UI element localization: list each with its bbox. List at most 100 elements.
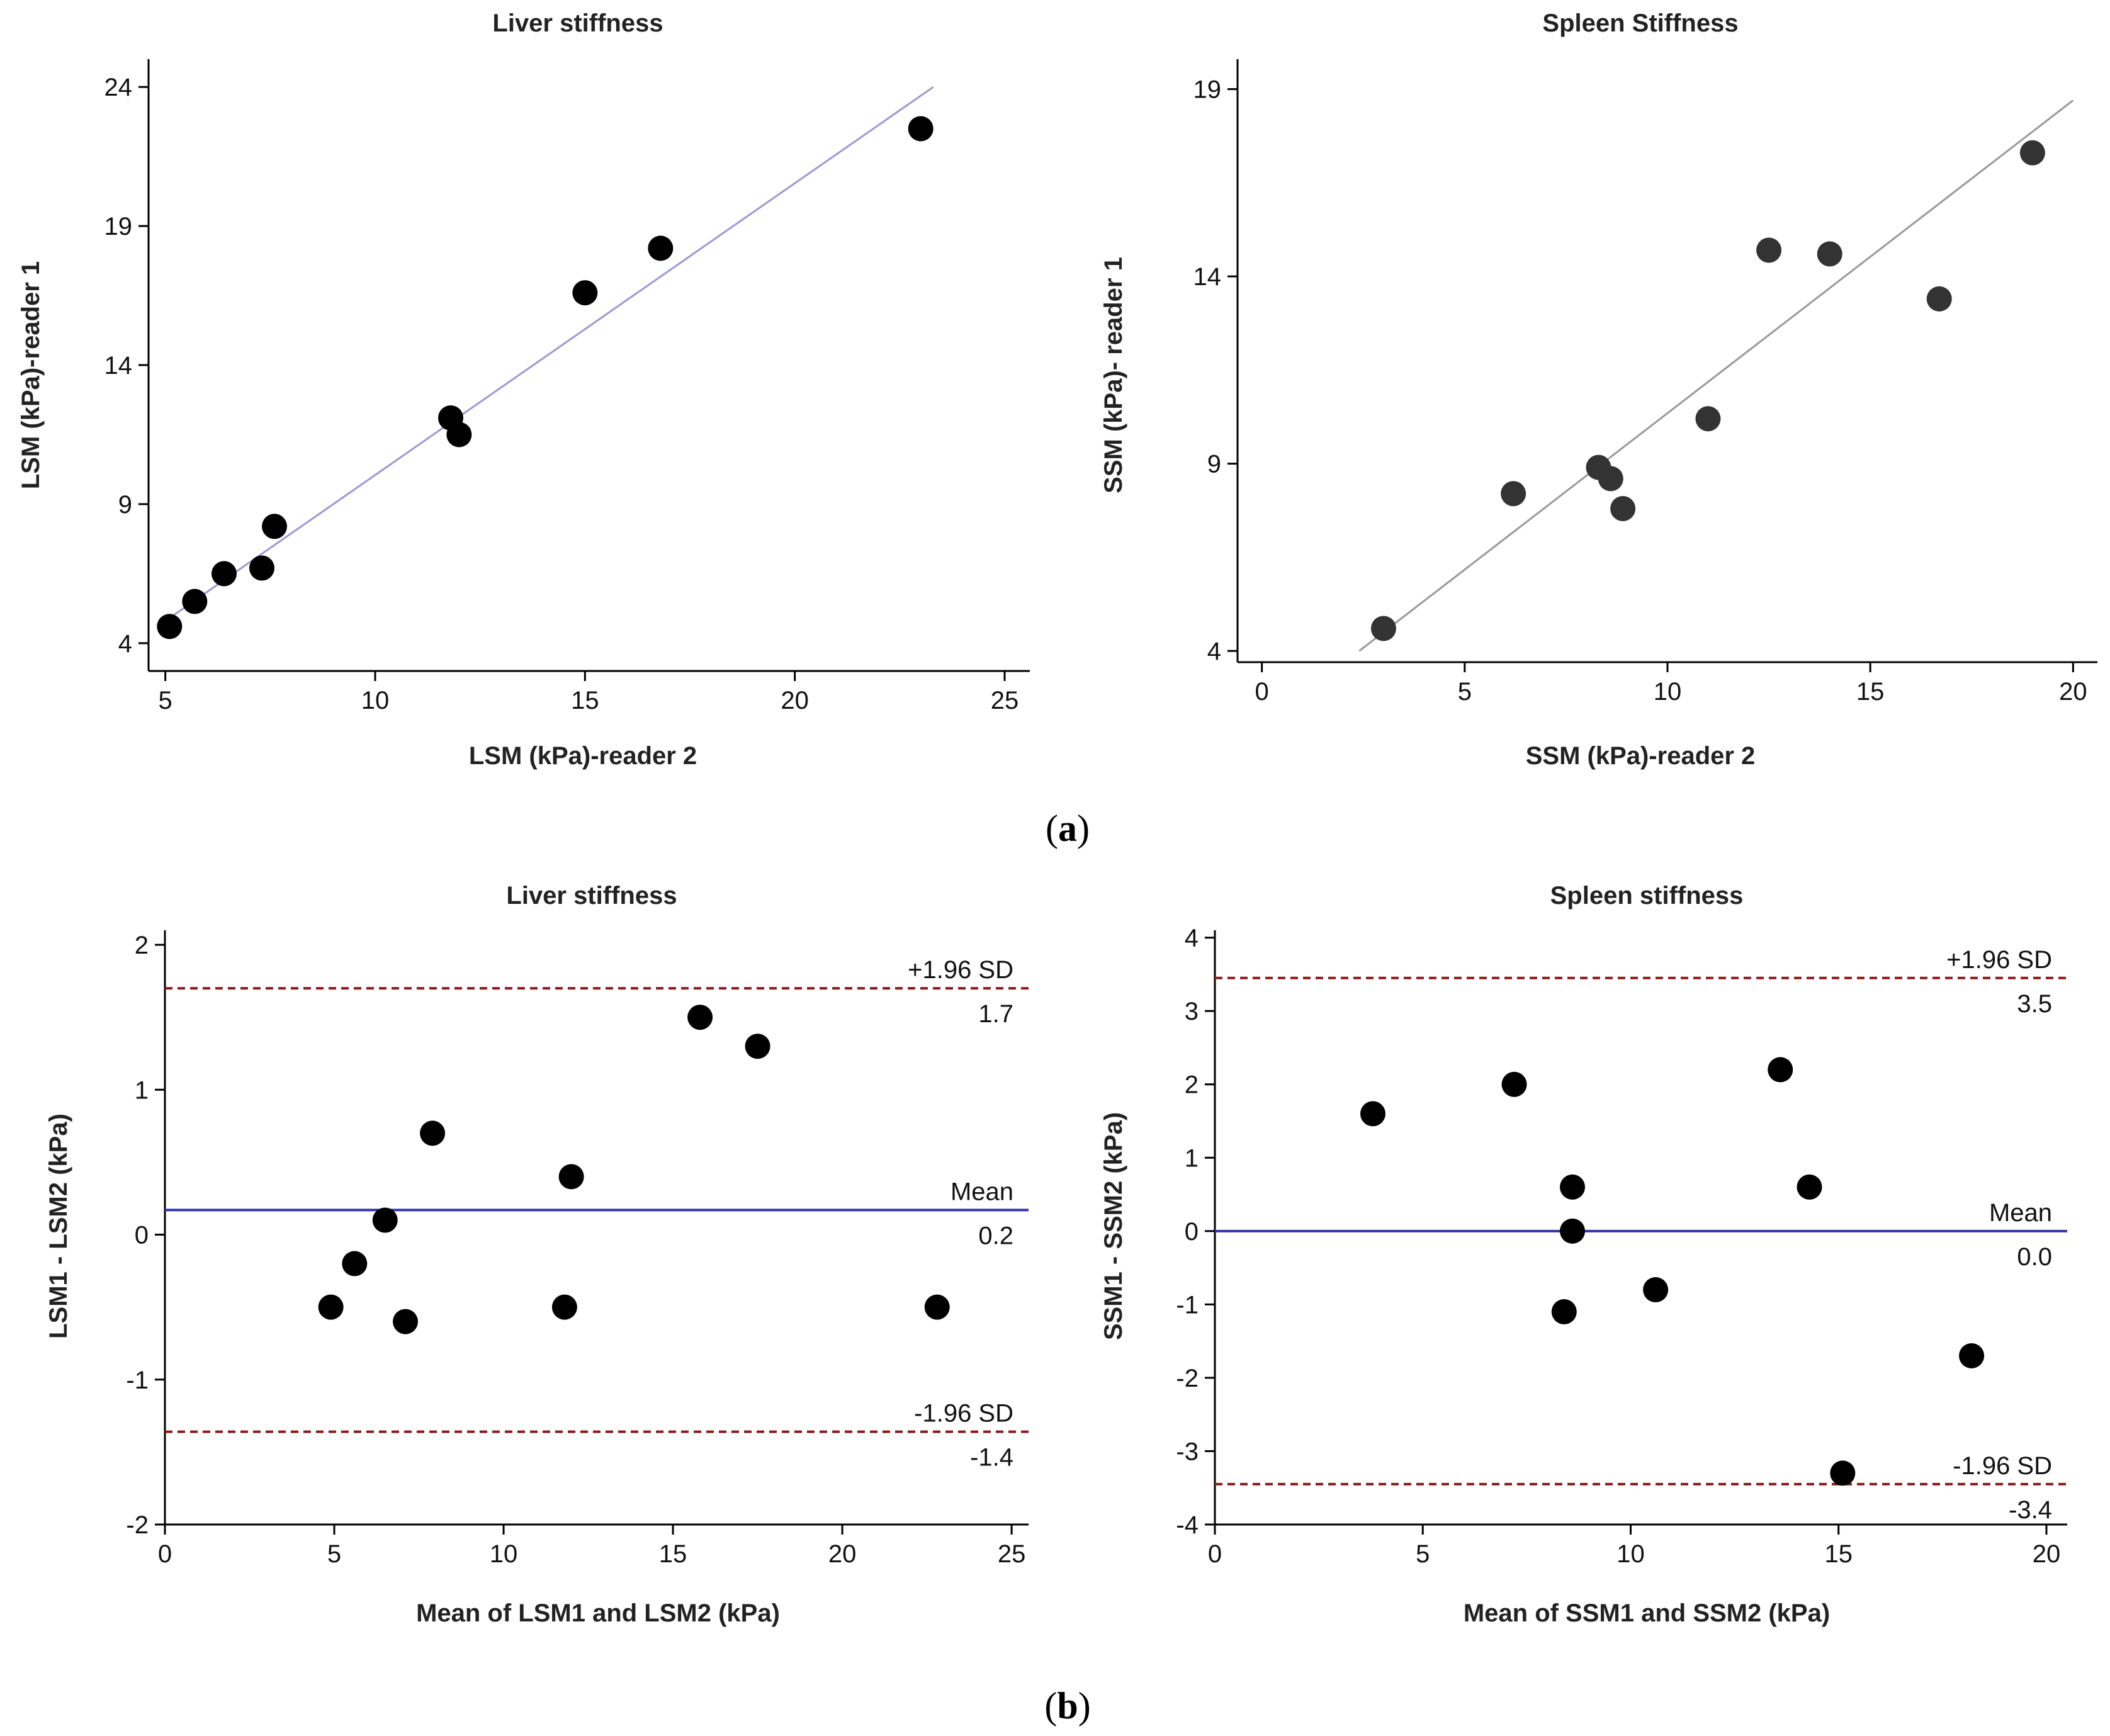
liver-stiffness-scatter-chart: Liver stiffness 5 10 15 20 25 4 9 14 19 24 LSM (k… [17,9,1030,770]
data-point [262,514,287,539]
data-point [420,1120,446,1146]
data-point [2019,140,2045,166]
data-point [1370,616,1396,641]
x-tick-label: 0 [1208,1540,1222,1568]
chart-title: Spleen stiffness [1550,882,1744,910]
y-axis-label: SSM1 - SSM2 (kPa) [1100,1112,1127,1340]
y-tick-label: -1 [1176,1291,1199,1319]
data-point [572,280,598,306]
data-point [1643,1277,1669,1303]
y-tick-label: 9 [118,491,132,519]
data-point [1501,1071,1527,1097]
y-tick-label: 4 [1207,638,1221,665]
data-point [1817,241,1842,267]
data-point [1695,406,1721,432]
x-tick-label: 5 [1416,1540,1430,1568]
mean-value: 0.0 [2017,1243,2052,1271]
x-tick-label: 20 [828,1540,857,1568]
y-tick-label: -3 [1176,1438,1199,1465]
data-point [372,1207,398,1233]
data-point [1768,1057,1793,1083]
x-tick-label: 5 [159,687,172,714]
y-tick-label: 19 [104,213,133,240]
x-tick-label: 20 [2033,1540,2061,1568]
upper-limit-label: +1.96 SD [908,956,1013,984]
x-tick-label: 15 [1824,1540,1853,1568]
x-tick-label: 25 [998,1540,1026,1568]
y-axis-label: LSM (kPa)-reader 1 [17,261,45,489]
x-tick-label: 10 [361,687,390,714]
data-point [1830,1460,1856,1486]
lower-limit-label: -1.96 SD [1953,1452,2052,1480]
y-tick-label: 9 [1207,451,1221,478]
upper-limit-label: +1.96 SD [1946,946,2052,974]
y-tick-label: -2 [126,1511,149,1539]
chart-title: Spleen Stiffness [1542,9,1738,37]
data-point [1959,1343,1985,1368]
data-point [318,1294,344,1320]
x-tick-label: 20 [781,687,809,714]
data-point [1598,466,1623,492]
spleen-stiffness-scatter-chart: Spleen Stiffness 0 5 10 15 20 4 9 14 19 SSM (kPa… [1100,9,2097,770]
lower-limit-label: -1.96 SD [914,1400,1013,1428]
data-point [687,1005,713,1030]
panel-label-a: (a) [1046,808,1090,849]
x-tick-label: 15 [571,687,599,714]
fit-line [1358,99,2074,652]
x-axis-label: SSM (kPa)-reader 2 [1526,742,1756,770]
upper-limit-value: 1.7 [978,1000,1013,1028]
data-point [1560,1174,1586,1200]
data-point [1756,237,1782,263]
y-tick-label: 3 [1185,998,1199,1025]
x-tick-label: 10 [1654,678,1682,706]
y-tick-label: 0 [135,1222,149,1249]
y-tick-label: -1 [126,1367,149,1394]
x-tick-label: 10 [1616,1540,1645,1568]
x-tick-label: 25 [991,687,1019,714]
data-point [1797,1174,1822,1200]
x-axis-label: Mean of LSM1 and LSM2 (kPa) [416,1599,780,1627]
data-point [908,116,934,142]
y-tick-label: 1 [135,1076,149,1104]
y-tick-label: 2 [1185,1071,1199,1099]
y-tick-label: 14 [1193,263,1222,291]
data-point [212,561,237,587]
data-point [1551,1299,1577,1325]
y-tick-label: 4 [1185,925,1199,952]
y-tick-label: 0 [1185,1218,1199,1246]
data-point [1360,1101,1385,1127]
x-tick-label: 5 [327,1540,341,1568]
data-point [342,1251,368,1277]
fit-line [164,86,934,622]
x-tick-label: 15 [1856,678,1885,706]
spleen-stiffness-bland-altman-chart: Spleen stiffness 0 5 10 15 20 -4 -3 -2 -1 0 1 2 3 4 +1… [1100,882,2067,1627]
data-point [1926,286,1952,312]
data-point [1610,496,1636,522]
liver-stiffness-bland-altman-chart: Liver stiffness 0 5 10 15 20 25 -2 -1 0 1 2 +1.96 S… [45,882,1029,1627]
x-tick-label: 0 [1255,678,1269,706]
y-tick-label: 1 [1185,1144,1199,1172]
mean-label: Mean [1989,1199,2052,1227]
data-point [924,1294,950,1320]
x-tick-label: 5 [1458,678,1472,706]
x-axis-label: Mean of SSM1 and SSM2 (kPa) [1464,1599,1830,1627]
chart-title: Liver stiffness [492,9,663,37]
y-axis-label: LSM1 - LSM2 (kPa) [45,1113,72,1339]
data-point [446,422,472,448]
data-point [393,1309,419,1334]
x-tick-label: 20 [2059,678,2087,706]
lower-limit-value: -1.4 [970,1444,1013,1472]
data-point [182,589,208,614]
x-tick-label: 0 [158,1540,172,1568]
x-tick-label: 15 [659,1540,687,1568]
y-tick-label: 14 [104,352,133,380]
y-tick-label: 19 [1193,76,1222,104]
lower-limit-value: -3.4 [2009,1496,2052,1524]
data-point [1501,481,1526,507]
y-tick-label: -4 [1176,1511,1199,1539]
y-tick-label: 2 [135,932,149,959]
y-tick-label: -2 [1176,1365,1199,1392]
y-tick-label: 24 [104,74,133,101]
panel-label-b: (b) [1044,1685,1090,1727]
